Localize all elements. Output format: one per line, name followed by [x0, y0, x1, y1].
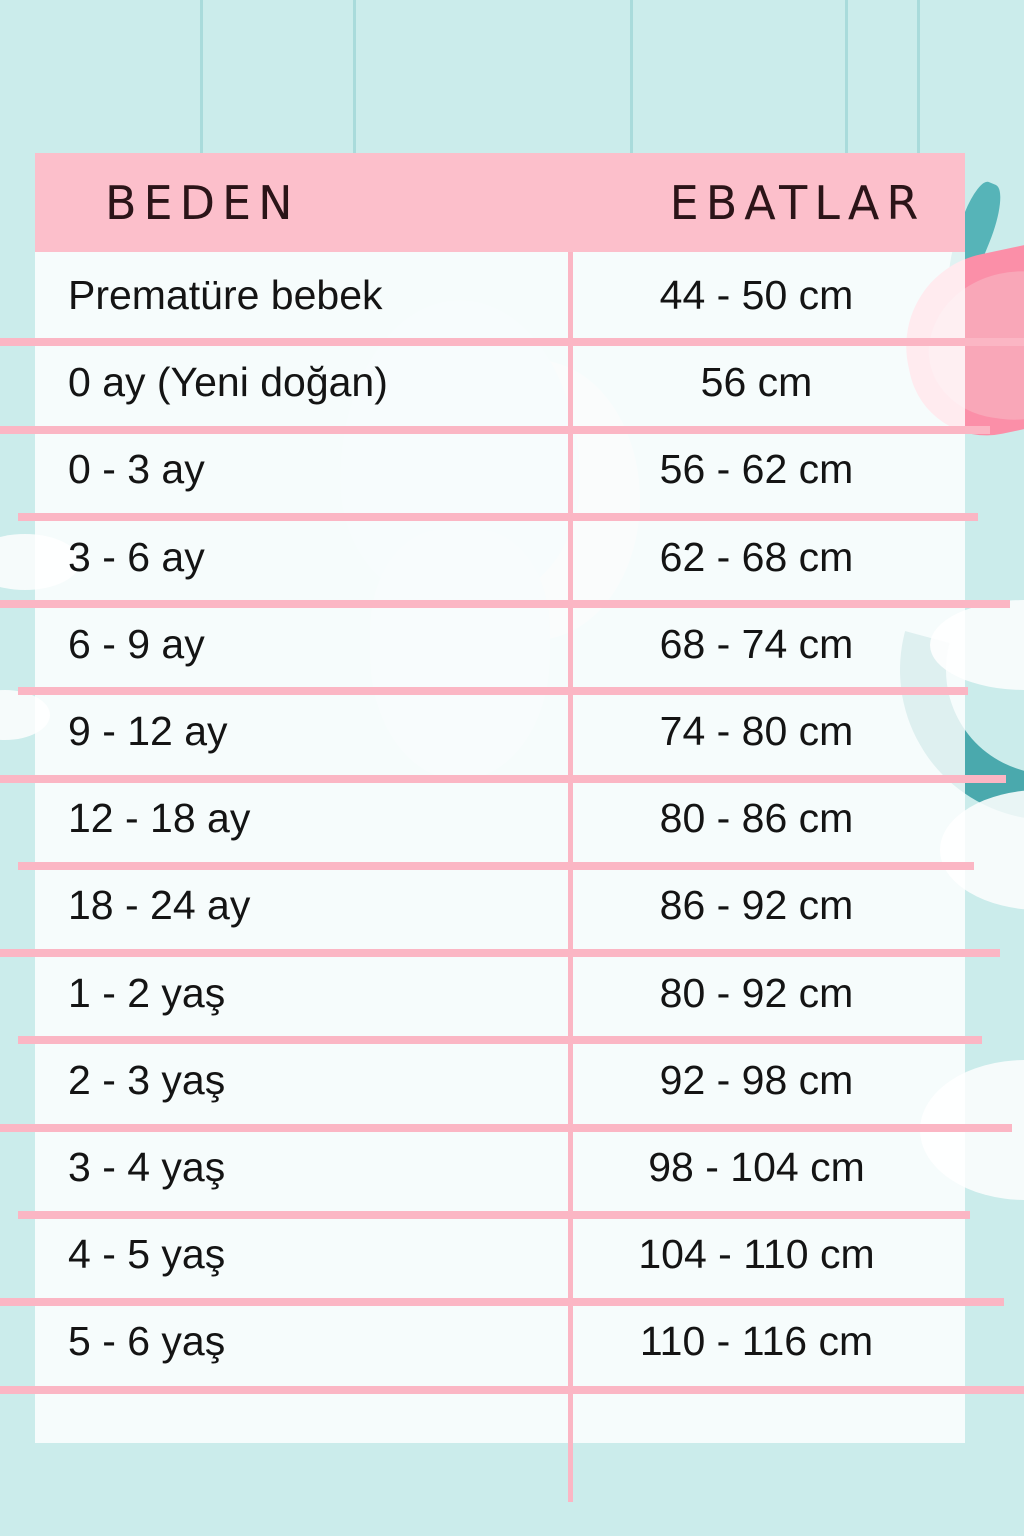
cell-ebatlar: 62 - 68 cm [659, 533, 854, 580]
cell-ebatlar: 56 cm [700, 359, 813, 406]
table-header-row: BEDEN EBATLAR [35, 153, 965, 252]
cell-beden: 0 - 3 ay [68, 446, 205, 493]
cell-beden: 5 - 6 yaş [68, 1318, 226, 1365]
cell-ebatlar: 80 - 92 cm [659, 969, 854, 1016]
table-row: 9 - 12 ay 74 - 80 cm [35, 688, 965, 775]
cell-beden: 6 - 9 ay [68, 620, 205, 667]
cell-ebatlar: 104 - 110 cm [638, 1231, 875, 1278]
cell-ebatlar: 92 - 98 cm [659, 1056, 854, 1103]
column-header-ebatlar: EBATLAR [669, 175, 926, 230]
cell-ebatlar: 74 - 80 cm [659, 708, 854, 755]
cell-beden: 9 - 12 ay [68, 708, 228, 755]
cell-ebatlar: 44 - 50 cm [659, 272, 854, 319]
table-row [35, 1385, 965, 1472]
background-guide-line [200, 0, 203, 155]
cell-ebatlar: 80 - 86 cm [659, 795, 854, 842]
background-guide-line [845, 0, 848, 155]
table-row: 0 ay (Yeni doğan) 56 cm [35, 339, 965, 426]
cell-beden: 2 - 3 yaş [68, 1056, 226, 1103]
cell-beden: 3 - 4 yaş [68, 1143, 226, 1190]
cell-ebatlar: 56 - 62 cm [659, 446, 854, 493]
cell-ebatlar: 68 - 74 cm [659, 620, 854, 667]
cell-beden: Prematüre bebek [68, 272, 383, 319]
cell-ebatlar: 98 - 104 cm [648, 1143, 865, 1190]
table-row: 4 - 5 yaş 104 - 110 cm [35, 1211, 965, 1298]
size-chart-table: BEDEN EBATLAR Prematüre bebek 44 - 50 cm 0… [35, 153, 965, 1443]
table-row: 18 - 24 ay 86 - 92 cm [35, 862, 965, 949]
table-row: 0 - 3 ay 56 - 62 cm [35, 426, 965, 513]
table-row: Prematüre bebek 44 - 50 cm [35, 252, 965, 339]
table-row: 12 - 18 ay 80 - 86 cm [35, 775, 965, 862]
table-body: Prematüre bebek 44 - 50 cm 0 ay (Yeni doğa… [35, 252, 965, 1473]
cell-ebatlar: 86 - 92 cm [659, 882, 854, 929]
cell-beden: 4 - 5 yaş [68, 1231, 226, 1278]
background-guide-line [353, 0, 356, 155]
background-guide-line [630, 0, 633, 155]
column-header-beden: BEDEN [105, 175, 300, 230]
cell-beden: 1 - 2 yaş [68, 969, 226, 1016]
table-row: 2 - 3 yaş 92 - 98 cm [35, 1037, 965, 1124]
cell-ebatlar: 110 - 116 cm [639, 1318, 874, 1365]
table-row: 1 - 2 yaş 80 - 92 cm [35, 950, 965, 1037]
background-guide-line [917, 0, 920, 155]
cell-beden: 12 - 18 ay [68, 795, 251, 842]
cell-beden: 18 - 24 ay [68, 882, 251, 929]
cell-beden: 3 - 6 ay [68, 533, 205, 580]
table-row: 5 - 6 yaş 110 - 116 cm [35, 1298, 965, 1385]
table-row: 3 - 4 yaş 98 - 104 cm [35, 1124, 965, 1211]
cell-beden: 0 ay (Yeni doğan) [68, 359, 388, 406]
table-row: 6 - 9 ay 68 - 74 cm [35, 601, 965, 688]
table-row: 3 - 6 ay 62 - 68 cm [35, 514, 965, 601]
